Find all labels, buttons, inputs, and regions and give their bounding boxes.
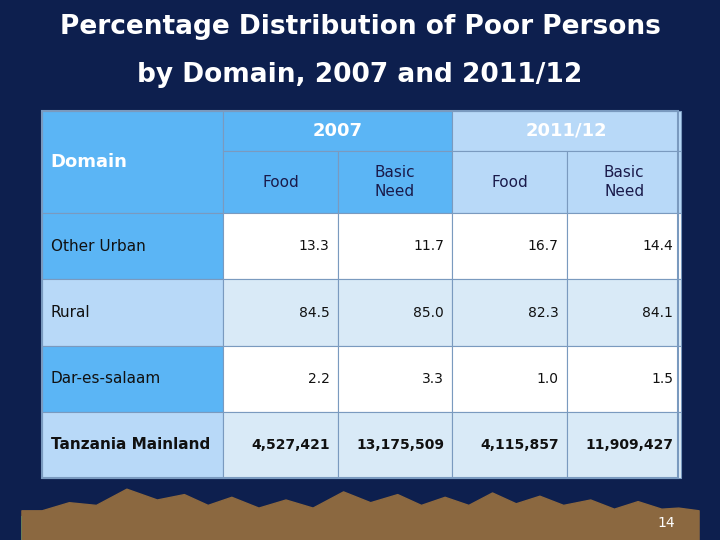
Bar — [338, 151, 452, 213]
Text: 14: 14 — [657, 516, 675, 530]
Text: 2011/12: 2011/12 — [526, 122, 608, 140]
Bar — [338, 411, 452, 478]
Bar — [42, 279, 223, 346]
Bar — [42, 111, 223, 213]
Bar — [338, 346, 452, 411]
Text: 11,909,427: 11,909,427 — [585, 438, 673, 452]
Bar — [452, 151, 567, 213]
Text: Domain: Domain — [50, 153, 127, 171]
Text: 82.3: 82.3 — [528, 306, 559, 320]
Bar — [223, 411, 338, 478]
Bar — [223, 151, 338, 213]
Bar — [22, 516, 698, 540]
Text: Dar-es-salaam: Dar-es-salaam — [50, 371, 161, 386]
Bar — [567, 411, 681, 478]
Text: 14.4: 14.4 — [642, 239, 673, 253]
Bar — [223, 346, 338, 411]
Bar — [42, 346, 223, 411]
Bar — [42, 111, 678, 478]
Text: Tanzania Mainland: Tanzania Mainland — [50, 437, 210, 453]
Bar — [452, 213, 567, 280]
Bar — [567, 151, 681, 213]
Bar — [338, 213, 452, 280]
Text: 2007: 2007 — [312, 122, 363, 140]
Bar — [567, 346, 681, 411]
Text: Other Urban: Other Urban — [50, 239, 145, 254]
Text: by Domain, 2007 and 2011/12: by Domain, 2007 and 2011/12 — [138, 62, 582, 88]
Text: 11.7: 11.7 — [413, 239, 444, 253]
Bar — [223, 279, 338, 346]
Bar — [42, 411, 223, 478]
Bar — [452, 411, 567, 478]
Text: 4,115,857: 4,115,857 — [480, 438, 559, 452]
Text: 13,175,509: 13,175,509 — [356, 438, 444, 452]
Text: Food: Food — [491, 175, 528, 190]
Text: 84.1: 84.1 — [642, 306, 673, 320]
Text: Basic
Need: Basic Need — [374, 165, 415, 199]
Text: Percentage Distribution of Poor Persons: Percentage Distribution of Poor Persons — [60, 14, 660, 39]
Text: 1.0: 1.0 — [536, 372, 559, 386]
Text: 4,527,421: 4,527,421 — [251, 438, 330, 452]
Text: 85.0: 85.0 — [413, 306, 444, 320]
Bar — [42, 213, 223, 280]
Bar — [567, 213, 681, 280]
Text: Rural: Rural — [50, 305, 90, 320]
Bar — [452, 346, 567, 411]
Bar — [223, 111, 452, 151]
Bar — [452, 279, 567, 346]
Text: 13.3: 13.3 — [299, 239, 330, 253]
Text: 1.5: 1.5 — [652, 372, 673, 386]
Text: 2.2: 2.2 — [307, 372, 330, 386]
Text: Food: Food — [262, 175, 299, 190]
Bar — [567, 279, 681, 346]
Bar — [338, 279, 452, 346]
Bar — [452, 111, 681, 151]
Text: 16.7: 16.7 — [528, 239, 559, 253]
Text: 3.3: 3.3 — [423, 372, 444, 386]
Text: Basic
Need: Basic Need — [604, 165, 644, 199]
Text: 84.5: 84.5 — [299, 306, 330, 320]
Bar — [223, 213, 338, 280]
